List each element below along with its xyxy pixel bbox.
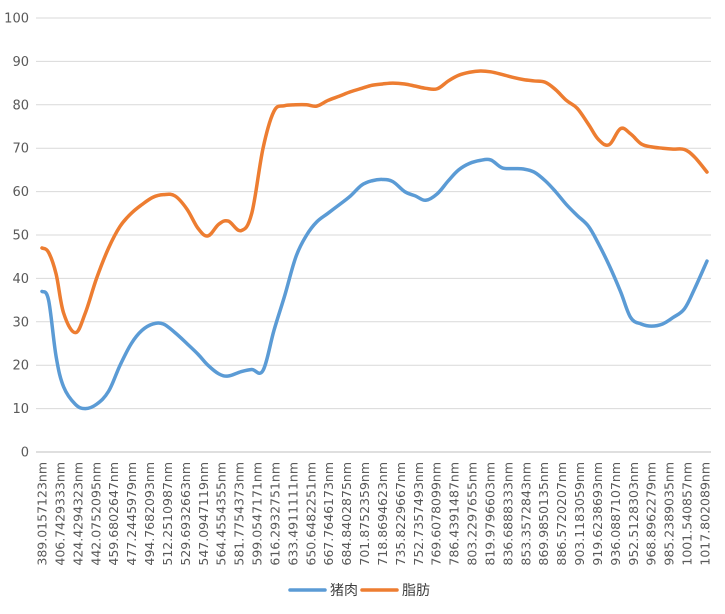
legend-item-1[interactable]: 脂肪	[360, 583, 430, 599]
legend-item-0[interactable]: 猪肉	[288, 583, 358, 599]
y-tick-label: 50	[12, 229, 29, 244]
x-tick-label: 769.6078099nm	[429, 462, 444, 566]
x-tick-label: 1017.802089nm	[698, 462, 713, 566]
x-tick-label: 547.0947119nm	[196, 462, 211, 566]
x-tick-label: 477.2445979nm	[124, 462, 139, 566]
x-tick-label: 494.7682093nm	[142, 462, 157, 566]
x-tick-label: 424.4294323nm	[70, 462, 85, 566]
y-tick-label: 40	[12, 272, 29, 287]
x-tick-label: 985.2389035nm	[662, 462, 677, 566]
x-tick-label: 599.0547171nm	[250, 462, 265, 566]
x-tick-label: 735.8229667nm	[393, 462, 408, 566]
x-tick-label: 529.6932663nm	[178, 462, 193, 566]
x-tick-label: 442.0752095nm	[88, 462, 103, 566]
y-tick-label: 0	[21, 446, 29, 461]
x-tick-label: 406.7429333nm	[52, 462, 67, 566]
y-tick-label: 10	[12, 402, 29, 417]
x-tick-label: 389.0157123nm	[35, 462, 50, 566]
x-tick-label: 459.6802647nm	[106, 462, 121, 566]
x-tick-label: 968.8962279nm	[644, 462, 659, 566]
y-tick-label: 60	[12, 185, 29, 200]
x-tick-label: 886.5720207nm	[554, 462, 569, 566]
gridlines	[36, 17, 711, 453]
x-tick-label: 819.9796603nm	[482, 462, 497, 566]
x-tick-label: 853.3572843nm	[518, 462, 533, 566]
x-tick-label: 786.4391487nm	[447, 462, 462, 566]
x-tick-label: 952.5128303nm	[626, 462, 641, 566]
x-tick-label: 936.0887107nm	[608, 462, 623, 566]
x-tick-label: 581.7754373nm	[232, 462, 247, 566]
y-tick-label: 30	[12, 315, 29, 330]
y-tick-label: 20	[12, 359, 29, 374]
series-line-1	[40, 69, 709, 335]
y-tick-label: 90	[12, 55, 29, 70]
y-tick-label: 100	[4, 12, 29, 27]
legend-label: 猪肉	[330, 583, 358, 599]
y-tick-label: 80	[12, 98, 29, 113]
x-tick-label: 903.1183059nm	[572, 462, 587, 566]
y-tick-label: 70	[12, 142, 29, 157]
x-tick-label: 718.8694623nm	[375, 462, 390, 566]
x-tick-label: 803.2297655nm	[465, 462, 480, 566]
x-tick-label: 869.9850135nm	[536, 462, 551, 566]
x-tick-label: 752.7357493nm	[411, 462, 426, 566]
x-tick-label: 701.8752359nm	[357, 462, 372, 566]
x-tick-label: 616.2932751nm	[267, 462, 282, 566]
legend-label: 脂肪	[402, 583, 430, 599]
x-tick-label: 564.4554355nm	[214, 462, 229, 566]
x-tick-label: 512.2510987nm	[160, 462, 175, 566]
x-tick-label: 1001.540857nm	[680, 462, 695, 566]
y-axis-tick-labels: 0 10 20 30 40 50 60 70 80 90 100	[4, 12, 29, 461]
x-tick-label: 836.6888333nm	[500, 462, 515, 566]
x-tick-label: 684.8402875nm	[339, 462, 354, 566]
legend[interactable]: 猪肉 脂肪	[288, 583, 430, 599]
series-line-0	[40, 157, 709, 411]
series-lines	[40, 69, 709, 411]
x-tick-label: 633.4911111nm	[285, 462, 300, 566]
x-tick-label: 650.6482251nm	[303, 462, 318, 566]
x-tick-label: 919.6238693nm	[590, 462, 605, 566]
x-axis-tick-labels: 389.0157123nm 406.7429333nm 424.4294323nm 4…	[35, 462, 713, 566]
x-tick-label: 667.7646173nm	[321, 462, 336, 566]
